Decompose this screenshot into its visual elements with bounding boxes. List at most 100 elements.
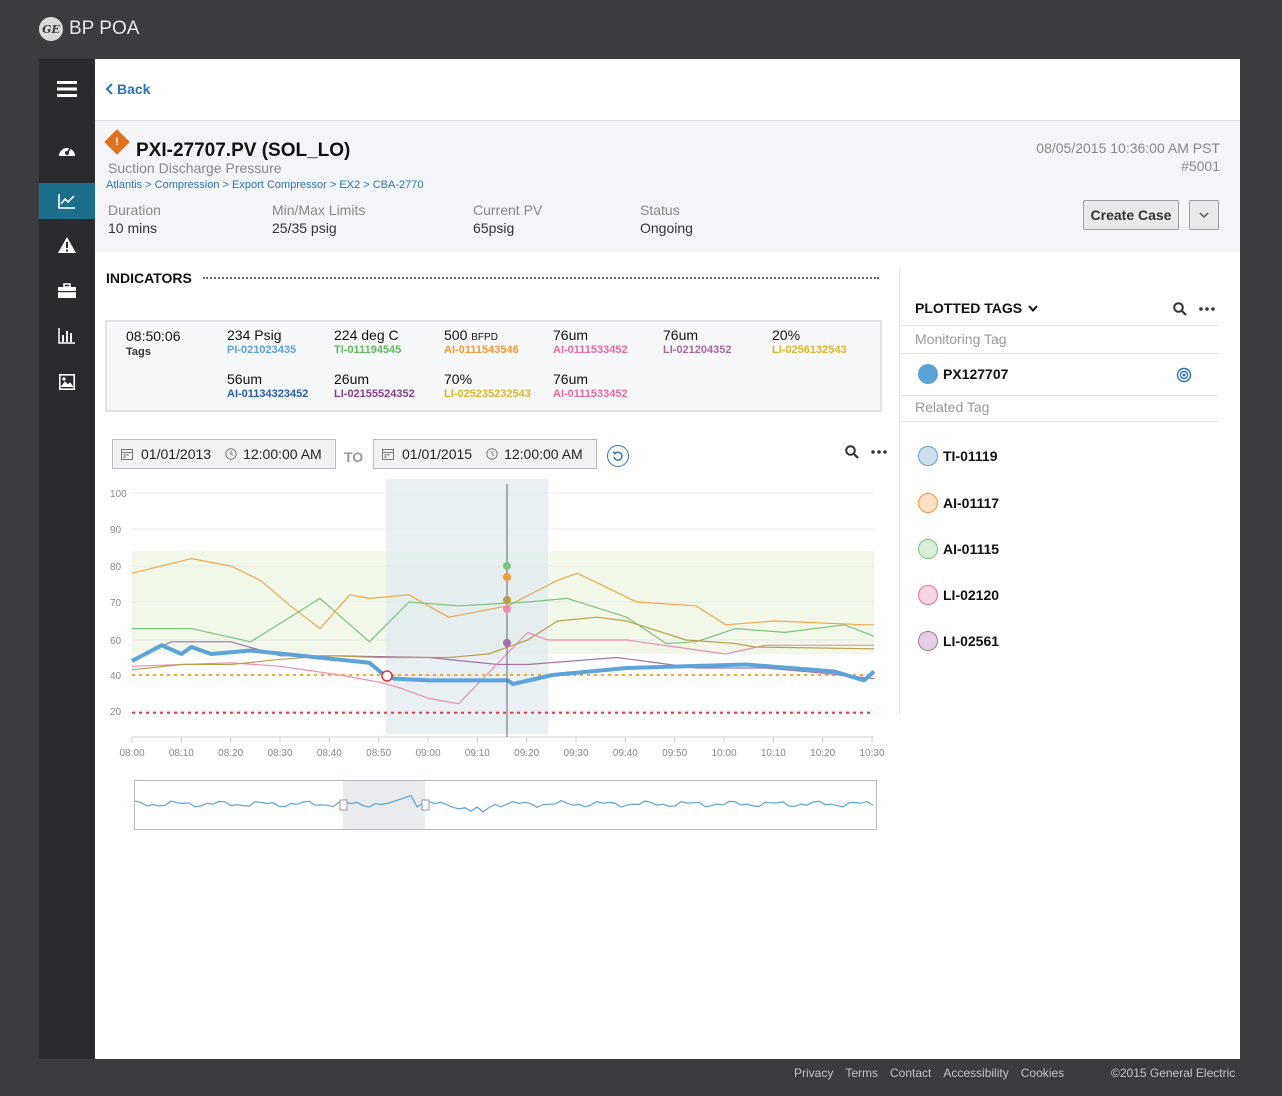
indicator-tag[interactable]: LI-025235232543 [444, 388, 531, 400]
related-tag-item[interactable]: AI-01117 [918, 493, 999, 513]
related-tag-item[interactable]: LI-02120 [918, 585, 999, 605]
tag-search-icon[interactable] [1173, 302, 1187, 316]
duration-label: Duration [108, 202, 161, 218]
back-link[interactable]: Back [105, 81, 150, 97]
briefcase-icon[interactable] [39, 273, 95, 309]
breadcrumb-item[interactable]: Atlantis [106, 179, 143, 191]
indicator-value: 234 Psig [227, 327, 282, 343]
related-tag-name: AI-01115 [943, 541, 1000, 557]
create-case-dropdown-button[interactable] [1189, 200, 1219, 230]
y-tick-label: 60 [110, 636, 122, 647]
indicator-tag[interactable]: LI-02155524352 [334, 388, 415, 400]
from-time-value: 12:00:00 AM [243, 446, 322, 462]
related-tag-item[interactable]: TI-01119 [918, 446, 998, 466]
plotted-tags-title: PLOTTED TAGS [915, 300, 1023, 316]
menu-icon[interactable] [39, 71, 95, 107]
current-pv-value: 65psig [473, 220, 515, 236]
breadcrumb-separator: > [145, 179, 152, 191]
series-line-px127707 [131, 643, 876, 686]
y-tick-label: 90 [110, 525, 122, 536]
indicator-time: 08:50:06 [126, 328, 181, 344]
breadcrumb-item[interactable]: Export Compressor [232, 179, 327, 191]
breadcrumb-item[interactable]: Compression [154, 179, 220, 191]
x-tick-label: 10:10 [761, 748, 786, 759]
dashboard-icon[interactable] [39, 132, 95, 168]
navigator-sparkline [134, 794, 874, 813]
indicator-value: 224 deg C [334, 327, 399, 343]
related-tag-name: AI-01117 [943, 495, 1000, 511]
chart-more-icon[interactable] [871, 450, 887, 454]
trend-chart-icon[interactable] [39, 183, 95, 219]
indicator-tag[interactable]: AI-01134323452 [227, 388, 309, 400]
to-date-field[interactable]: 01/01/2015 12:00:00 AM [373, 439, 597, 469]
monitoring-tag-name: PX127707 [943, 366, 1009, 382]
related-tag-item[interactable]: LI-02561 [918, 631, 999, 651]
plotted-tags-header[interactable]: PLOTTED TAGS [915, 300, 1038, 316]
navigator-handle-left[interactable] [339, 799, 348, 811]
current-pv-label: Current PV [473, 202, 543, 218]
related-tag-item[interactable]: AI-01115 [918, 539, 999, 559]
footer-link[interactable]: Contact [890, 1066, 932, 1080]
chart-search-icon[interactable] [845, 445, 859, 459]
tag-more-icon[interactable] [1199, 307, 1215, 311]
cursor-marker [503, 573, 511, 581]
tag-color-swatch [918, 539, 938, 559]
alert-icon[interactable] [39, 227, 95, 263]
breadcrumb-item[interactable]: EX2 [339, 179, 361, 191]
x-tick-label: 10:20 [810, 748, 835, 759]
x-tick-label: 10:30 [859, 748, 884, 759]
indicator-unit: BFPD [471, 332, 498, 343]
reset-range-button[interactable] [607, 445, 629, 467]
indicator-item: 26um LI-02155524352 [334, 371, 415, 400]
footer-link[interactable]: Terms [845, 1066, 879, 1080]
section-divider [203, 277, 879, 279]
to-label: TO [344, 449, 364, 465]
trend-chart[interactable]: 100 90 80 70 60 40 20 08:00 08:10 08:20 08:30 08:40… [95, 479, 895, 839]
selection-window[interactable] [386, 479, 548, 734]
y-tick-label: 100 [110, 489, 127, 500]
indicator-value: 70% [444, 371, 473, 387]
indicator-tag[interactable]: LI-021204352 [663, 344, 732, 356]
from-date-value: 01/01/2013 [141, 446, 212, 462]
x-tick-label: 09:40 [613, 748, 638, 759]
indicator-tag[interactable]: PI-021023435 [227, 344, 297, 356]
indicator-value: 20% [772, 327, 801, 343]
divider [901, 421, 1218, 422]
chevron-down-icon [1199, 212, 1209, 218]
indicator-item: 76um AI-0111533452 [553, 327, 628, 356]
target-icon[interactable] [1176, 367, 1192, 383]
indicator-tag[interactable]: AI-0111543546 [444, 344, 519, 356]
navigator-selection[interactable] [343, 781, 425, 829]
indicator-tag[interactable]: AI-0111533452 [553, 388, 628, 400]
indicator-item: 70% LI-025235232543 [444, 371, 531, 400]
indicator-tag[interactable]: AI-0111533452 [553, 344, 628, 356]
divider [901, 395, 1218, 396]
alert-marker[interactable] [381, 670, 393, 682]
indicator-value: 500 BFPD [444, 327, 498, 343]
calendar-icon [382, 449, 394, 460]
footer-link[interactable]: Accessibility [943, 1066, 1009, 1080]
divider [901, 325, 1218, 326]
x-tick-label: 08:20 [218, 748, 243, 759]
indicator-tag[interactable]: TI-011194545 [334, 344, 402, 356]
breadcrumb-separator: > [329, 179, 337, 191]
status-value: Ongoing [640, 220, 693, 236]
app-title: BP POA [69, 18, 140, 39]
x-tick-label: 10:00 [711, 748, 736, 759]
series-line-ai-01115 [131, 616, 875, 671]
indicator-tag[interactable]: LI-0256132543 [772, 344, 847, 356]
panel-divider [899, 268, 900, 714]
clock-icon [486, 448, 498, 460]
tag-color-swatch [918, 493, 938, 513]
limits-label: Min/Max Limits [272, 202, 366, 218]
from-date-field[interactable]: 01/01/2013 12:00:00 AM [112, 439, 336, 469]
tag-color-swatch [918, 446, 938, 466]
breadcrumb-item[interactable]: CBA-2770 [372, 179, 424, 191]
footer-link[interactable]: Privacy [794, 1066, 834, 1080]
footer-link[interactable]: Cookies [1020, 1066, 1065, 1080]
navigator-handle-right[interactable] [421, 799, 430, 811]
monitoring-tag-item[interactable]: PX127707 [918, 364, 1008, 384]
create-case-button[interactable]: Create Case [1083, 200, 1179, 230]
bar-chart-icon[interactable] [39, 318, 95, 354]
image-report-icon[interactable] [39, 364, 95, 400]
